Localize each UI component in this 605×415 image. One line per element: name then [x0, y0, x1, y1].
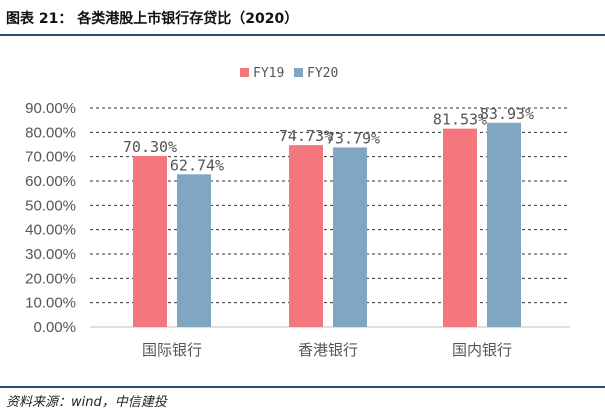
data-label: 81.53%: [433, 111, 487, 129]
y-tick-label: 30.00%: [25, 246, 76, 263]
y-tick-label: 60.00%: [25, 173, 76, 190]
data-label: 70.30%: [123, 138, 177, 156]
bar-fy19: [443, 128, 477, 327]
bar-fy19: [289, 145, 323, 327]
legend-label: FY20: [307, 66, 338, 81]
data-label: 74.73%: [279, 127, 333, 145]
bar-fy19: [133, 155, 167, 327]
data-label: 83.93%: [480, 105, 534, 123]
source-note: 资料来源：wind，中信建投: [6, 395, 167, 410]
chart-title: 图表 21： 各类港股上市银行存贷比（2020）: [6, 11, 299, 27]
y-tick-label: 20.00%: [25, 270, 76, 287]
y-tick-label: 70.00%: [25, 149, 76, 166]
x-tick-label: 国际银行: [142, 341, 202, 359]
data-label: 73.79%: [326, 129, 380, 147]
y-tick-label: 50.00%: [25, 197, 76, 214]
x-tick-label: 香港银行: [298, 341, 358, 359]
legend-swatch-fy19: [240, 68, 249, 77]
x-tick-label: 国内银行: [452, 341, 512, 359]
y-tick-label: 0.00%: [33, 319, 76, 336]
data-label: 62.74%: [170, 156, 224, 174]
y-tick-label: 40.00%: [25, 222, 76, 239]
bar-chart: 0.00% 10.00% 20.00% 30.00% 40.00% 50.00% 60.00…: [25, 66, 570, 359]
legend-label: FY19: [253, 66, 284, 81]
y-tick-label: 90.00%: [25, 100, 76, 117]
bar-fy20: [177, 174, 211, 327]
y-tick-label: 10.00%: [25, 295, 76, 312]
bar-fy20: [333, 147, 367, 327]
source-divider: [0, 386, 605, 388]
legend-swatch-fy20: [294, 68, 303, 77]
bar-fy20: [487, 122, 521, 328]
title-divider: [0, 34, 605, 36]
y-tick-label: 80.00%: [25, 124, 76, 141]
